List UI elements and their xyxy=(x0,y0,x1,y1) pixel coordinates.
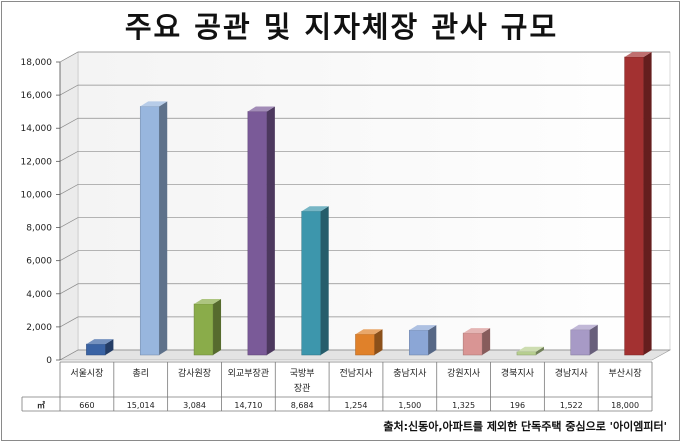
value-label: 196 xyxy=(510,401,525,410)
y-tick-label: 4,000 xyxy=(26,290,52,300)
bar xyxy=(139,101,168,356)
y-tick-label: 8,000 xyxy=(26,224,52,234)
y-tick-label: 0 xyxy=(46,356,52,366)
bar-top xyxy=(194,298,222,304)
bar-front xyxy=(86,343,106,356)
bar-top xyxy=(355,329,383,335)
bar xyxy=(301,206,329,356)
gridline xyxy=(59,84,670,96)
bar-front xyxy=(516,351,537,356)
gridline xyxy=(59,117,670,129)
y-axis: 0 2,000 4,000 6,000 8,000 10,000 12,000 14,000 1… xyxy=(21,58,61,366)
bar-front xyxy=(570,329,591,356)
bar xyxy=(193,298,222,356)
category-label: 외교부장관 xyxy=(228,367,269,379)
bar xyxy=(624,52,652,356)
bar-side xyxy=(643,52,652,355)
bar-side xyxy=(482,328,491,355)
bar-top xyxy=(516,346,544,352)
value-label: 18,000 xyxy=(611,401,639,410)
bar-top xyxy=(409,325,437,331)
source-note: 출처:신동아,아파트를 제외한 단독주택 중심으로 '아이엠피터' xyxy=(383,420,667,433)
bar-top xyxy=(570,324,598,330)
bar-front xyxy=(355,333,375,356)
bar-top xyxy=(140,101,168,107)
gridline xyxy=(59,51,670,63)
bar-side xyxy=(266,106,275,356)
gridline xyxy=(59,283,670,295)
bars xyxy=(86,52,652,356)
category-label: 감사원장 xyxy=(178,367,211,379)
category-label: 전남지사 xyxy=(339,368,373,379)
gridline xyxy=(59,217,670,228)
bar-front xyxy=(624,56,644,356)
bar-top xyxy=(463,328,491,334)
value-label: 15,014 xyxy=(127,401,155,410)
y-tick-label: 2,000 xyxy=(26,323,52,333)
category-label: 충남지사 xyxy=(393,368,427,379)
bar-side xyxy=(213,298,222,355)
bar xyxy=(247,106,275,356)
bar-front xyxy=(193,303,214,356)
gridline xyxy=(59,184,670,195)
bar-top xyxy=(247,106,275,112)
bar-top xyxy=(301,206,329,212)
bar-side xyxy=(320,206,329,355)
series-name-label: ㎡ xyxy=(37,400,45,410)
bar xyxy=(409,325,437,356)
category-label: 국방부 xyxy=(290,368,315,379)
y-tick-label: 12,000 xyxy=(21,157,53,167)
gridline xyxy=(59,316,670,328)
bar xyxy=(516,346,544,356)
y-tick-label: 10,000 xyxy=(21,190,53,200)
gridline xyxy=(59,250,670,261)
y-tick-label: 14,000 xyxy=(21,124,53,134)
bar xyxy=(570,324,598,356)
category-label: 경북지사 xyxy=(501,367,535,379)
value-label: 1,325 xyxy=(452,401,475,410)
bar-side xyxy=(589,324,598,355)
bar-side xyxy=(428,325,437,355)
value-label: 1,500 xyxy=(398,401,421,410)
bar-side xyxy=(535,346,544,355)
side-wall xyxy=(59,51,79,361)
value-label: 3,084 xyxy=(183,401,206,410)
bar xyxy=(355,329,383,356)
bar-front xyxy=(139,106,160,356)
value-label: 1,254 xyxy=(345,401,368,410)
category-label: 총리 xyxy=(132,368,149,379)
bar-side xyxy=(105,339,114,355)
value-label: 8,684 xyxy=(291,401,314,410)
data-table: ㎡ 서울시장 660 총리 15,014 감사원장 3,084 외교부장관 14,710 국방부장… xyxy=(21,361,653,412)
bar-side xyxy=(374,329,383,355)
category-label: 부산시장 xyxy=(609,368,642,379)
gridlines xyxy=(59,51,670,361)
category-label: 서울시장 xyxy=(70,368,103,379)
value-label: 14,710 xyxy=(234,401,262,410)
bar-top xyxy=(624,52,652,57)
category-label: 장관 xyxy=(294,383,311,394)
bar-front xyxy=(462,332,483,356)
bar xyxy=(86,339,114,356)
category-label: 강원지사 xyxy=(447,368,481,379)
bar xyxy=(462,328,491,356)
y-tick-label: 16,000 xyxy=(21,91,53,101)
y-tick-label: 6,000 xyxy=(26,257,52,267)
category-label: 경남지사 xyxy=(555,367,589,379)
value-label: 1,522 xyxy=(560,401,583,410)
chart-title: 주요 공관 및 지자체장 관사 규모 xyxy=(124,10,559,44)
gridline xyxy=(59,150,670,162)
bar-front xyxy=(301,210,321,356)
value-label: 660 xyxy=(79,401,94,410)
bar-top xyxy=(86,339,114,345)
bar-front xyxy=(409,329,429,356)
y-tick-label: 18,000 xyxy=(21,58,53,68)
bar-front xyxy=(247,111,268,356)
bar-side xyxy=(159,101,168,355)
